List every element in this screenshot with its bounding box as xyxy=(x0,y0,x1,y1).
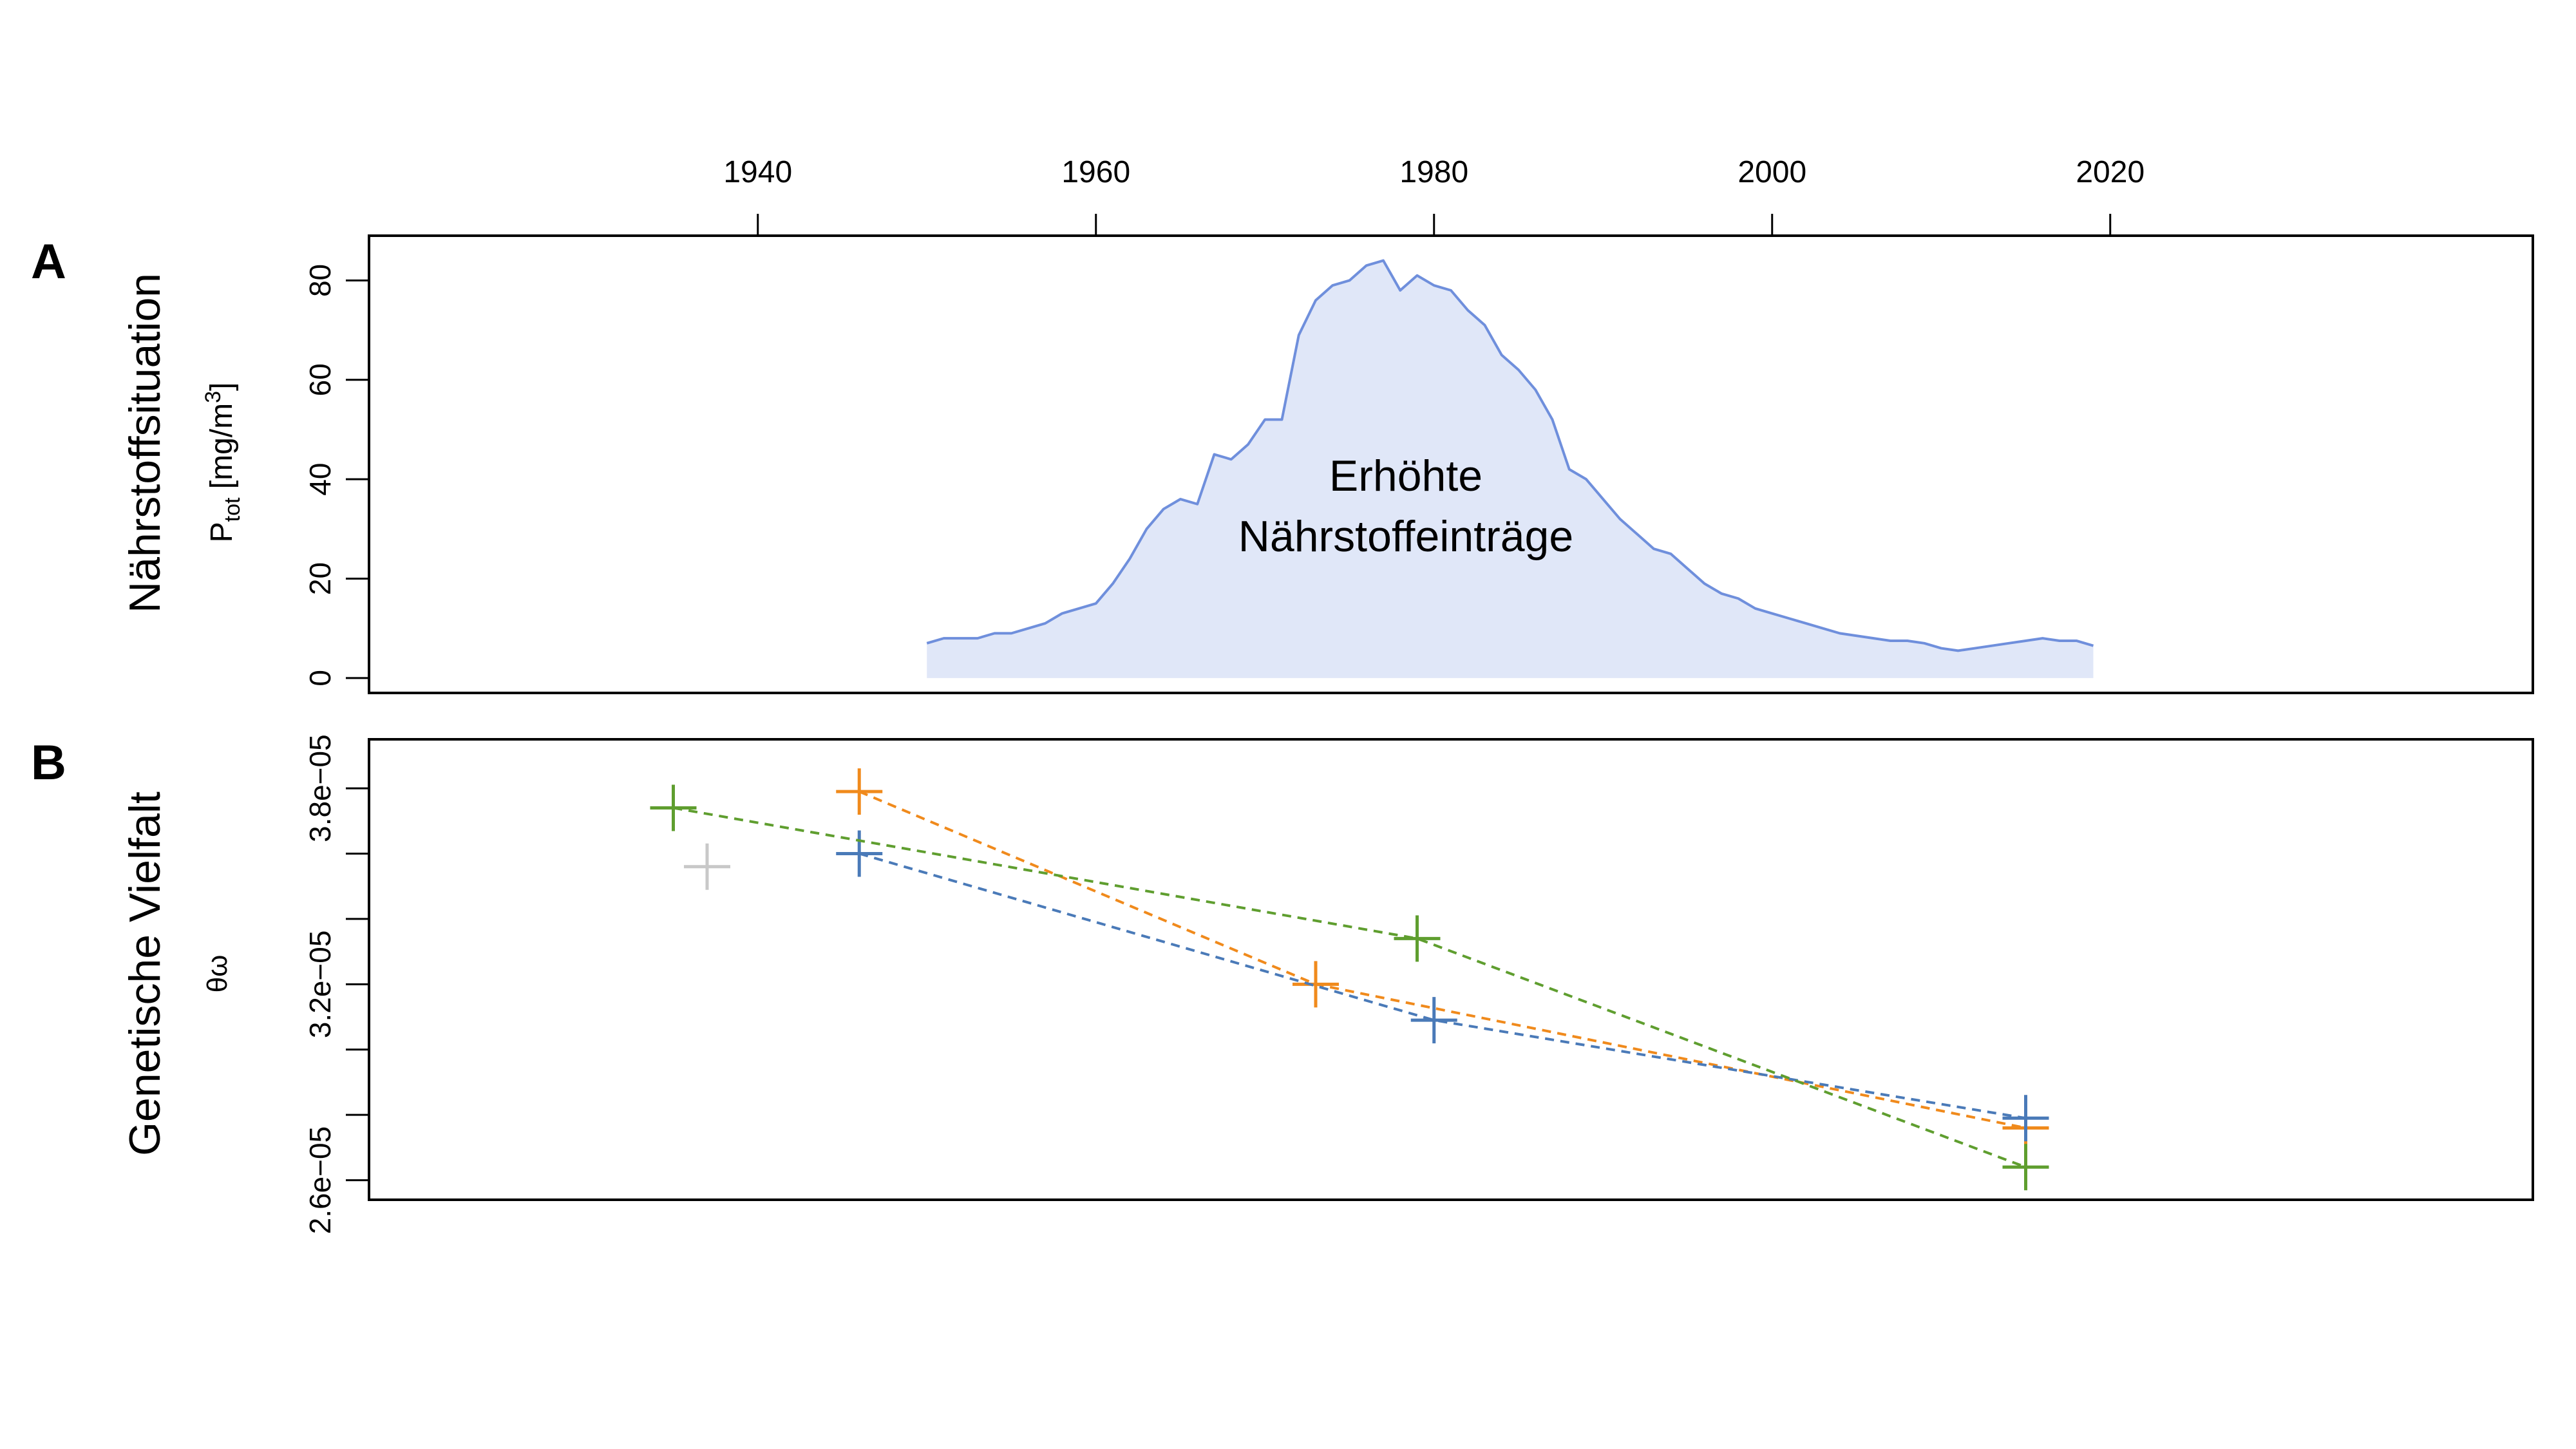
y-axis-a-tick-label: 80 xyxy=(303,264,337,297)
nutrient-series-line xyxy=(926,259,2094,652)
top-axis-tick-label: 2000 xyxy=(1738,155,1806,189)
diversity-point xyxy=(2002,1095,2049,1142)
top-axis: 1940 1960 1980 2000 2020 xyxy=(723,155,2145,237)
diversity-point xyxy=(836,768,883,815)
panel-b-plot: 2.6e−05 3.2e−05 3.8e−05 xyxy=(303,734,2049,1234)
panel-b: B Genetische Vielfalt θω 2.6e−05 3.2e−05 3… xyxy=(31,734,2534,1234)
top-axis-tick-label: 1980 xyxy=(1399,155,1468,189)
diversity-point xyxy=(1394,915,1441,962)
nutrient-area-fill xyxy=(927,260,2094,678)
ylabel-sub-subscript: tot xyxy=(220,497,245,522)
panel-b-frame xyxy=(368,738,2534,1201)
y-axis-a-tick-label: 20 xyxy=(303,562,337,595)
y-axis-b-tick-label: 3.2e−05 xyxy=(303,931,337,1039)
panel-a-frame xyxy=(368,234,2534,694)
y-axis-a-tick-label: 60 xyxy=(303,363,337,396)
panel-a: A Nährstoffsituation Ptot [mg/m3] 0 20 40 6… xyxy=(31,234,2534,694)
panel-b-ylabel-sub: θω xyxy=(202,955,233,993)
diversity-point xyxy=(650,784,697,831)
ylabel-sub-superscript: 3 xyxy=(201,391,225,403)
y-axis-a-tick-label: 0 xyxy=(303,670,337,687)
diversity-point xyxy=(2002,1144,2049,1191)
ylabel-sub-unit-end: ] xyxy=(205,383,239,391)
annotation-line-1: Erhöhte xyxy=(1329,451,1482,500)
diversity-series-line xyxy=(673,806,2027,1169)
panel-a-plot: 0 20 40 60 80 xyxy=(303,259,2094,687)
top-axis-tick-label: 2020 xyxy=(2076,155,2145,189)
top-axis-tick-label: 1960 xyxy=(1061,155,1130,189)
panel-a-letter: A xyxy=(31,234,66,289)
diversity-point xyxy=(1293,961,1339,1008)
y-axis-b-tick-label: 3.8e−05 xyxy=(303,734,337,842)
diversity-point xyxy=(684,843,730,890)
panel-a-ylabel-main: Nährstoffsituation xyxy=(120,273,169,613)
panel-b-letter: B xyxy=(31,735,66,790)
ylabel-sub-unit: [mg/m xyxy=(205,403,239,498)
annotation-line-2: Nährstoffeinträge xyxy=(1238,512,1573,561)
y-axis-b-tick-label: 2.6e−05 xyxy=(303,1126,337,1235)
diversity-point xyxy=(1410,997,1457,1044)
y-axis-a-tick-label: 40 xyxy=(303,463,337,496)
top-axis-tick-label: 1940 xyxy=(723,155,792,189)
ylabel-sub-base: P xyxy=(205,522,239,542)
diversity-series-line xyxy=(858,790,2026,1130)
panel-a-ylabel-sub: Ptot [mg/m3] xyxy=(201,383,245,543)
diversity-point xyxy=(836,830,883,877)
panel-b-ylabel-main: Genetische Vielfalt xyxy=(120,791,169,1156)
diversity-series-line xyxy=(858,852,2026,1120)
